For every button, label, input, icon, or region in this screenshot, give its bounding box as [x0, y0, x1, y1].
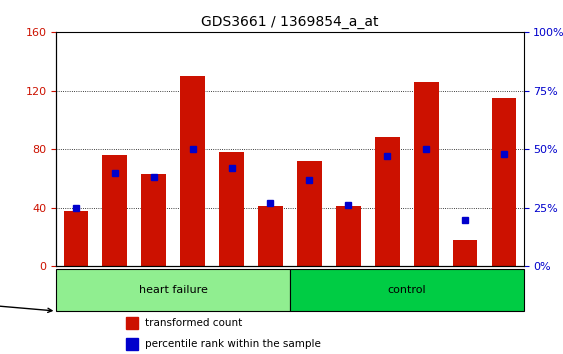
Bar	[219, 152, 244, 267]
Bar	[127, 318, 138, 330]
Title: GDS3661 / 1369854_a_at: GDS3661 / 1369854_a_at	[201, 16, 379, 29]
FancyBboxPatch shape	[56, 269, 290, 311]
Text: transformed count: transformed count	[145, 319, 242, 329]
Bar	[297, 161, 321, 267]
Text: percentile rank within the sample: percentile rank within the sample	[145, 338, 321, 349]
Bar	[492, 98, 516, 267]
Bar	[336, 206, 361, 267]
Bar	[375, 137, 400, 267]
Bar	[102, 155, 127, 267]
FancyBboxPatch shape	[290, 269, 524, 311]
Text: heart failure: heart failure	[138, 285, 208, 295]
Bar	[141, 174, 166, 267]
Text: control: control	[387, 285, 426, 295]
Bar	[64, 211, 88, 267]
Bar	[180, 76, 205, 267]
Text: disease state: disease state	[0, 285, 52, 312]
Bar	[258, 206, 283, 267]
Bar	[414, 82, 439, 267]
Bar	[127, 337, 138, 350]
Bar	[453, 240, 477, 267]
